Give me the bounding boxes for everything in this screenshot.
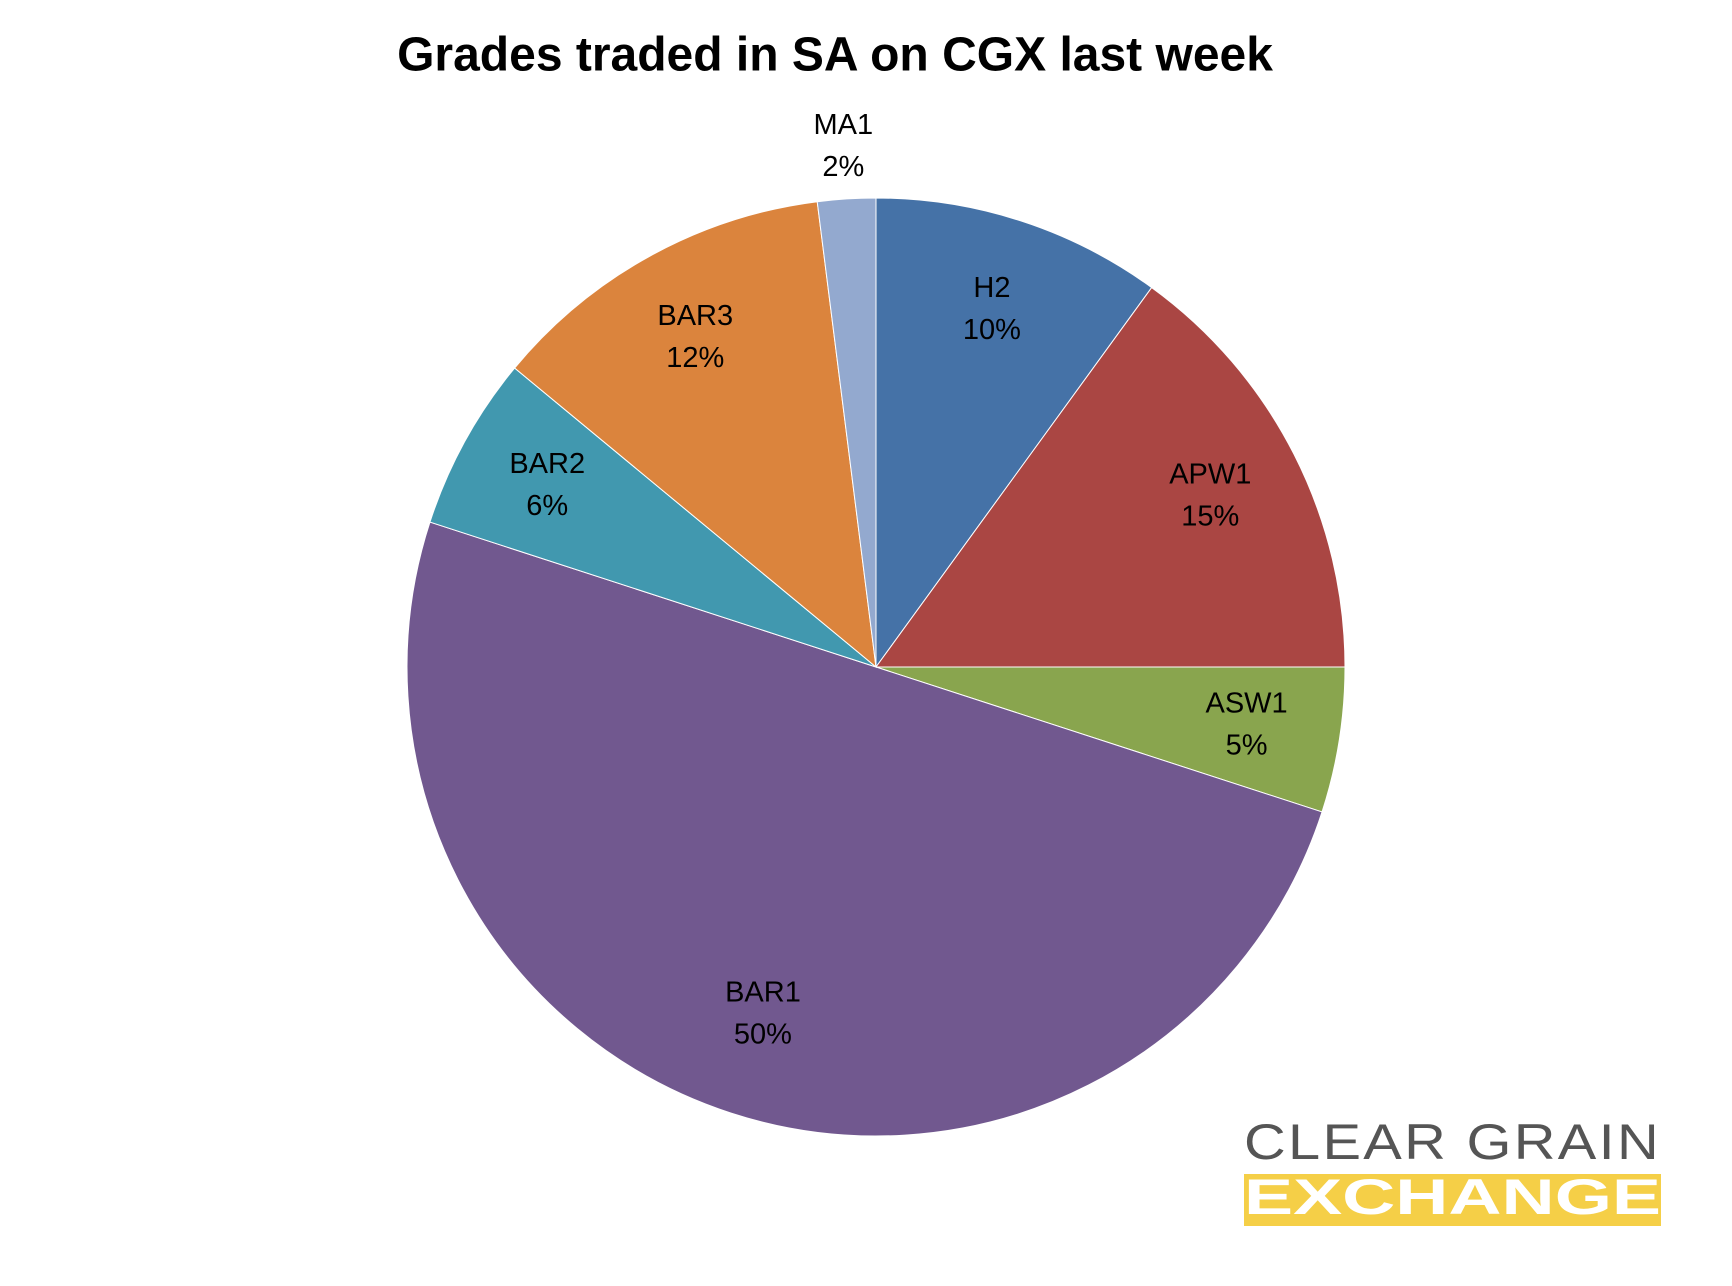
slice-label: ASW1 xyxy=(1205,687,1287,719)
slice-label: APW1 xyxy=(1169,458,1251,490)
chart-title: Grades traded in SA on CGX last week xyxy=(397,29,1273,82)
slice-value-label: 12% xyxy=(666,342,724,374)
slice-label: BAR2 xyxy=(509,448,585,480)
slice-label: H2 xyxy=(973,272,1010,304)
slice-value-label: 10% xyxy=(963,314,1021,346)
pie-slice xyxy=(875,286,1346,668)
logo: CLEAR GRAIN EXCHANGE xyxy=(1244,1114,1661,1226)
slice-value-label: 5% xyxy=(1226,729,1268,761)
logo-line1: CLEAR GRAIN xyxy=(1244,1114,1661,1170)
pie-slice xyxy=(816,197,877,668)
slice-label: BAR3 xyxy=(657,300,733,332)
logo-band xyxy=(1244,1174,1661,1226)
pie-slice xyxy=(875,666,1346,813)
pie-slice xyxy=(429,367,877,668)
slice-value-label: 15% xyxy=(1181,500,1239,532)
slice-value-label: 2% xyxy=(822,151,864,183)
logo-line2: EXCHANGE xyxy=(1244,1169,1661,1225)
slice-value-label: 50% xyxy=(734,1019,792,1051)
slice-label: BAR1 xyxy=(725,977,801,1009)
slice-label: MA1 xyxy=(813,109,873,141)
pie-slice xyxy=(513,201,877,669)
pie-slice xyxy=(875,197,1153,669)
pie-slice xyxy=(406,521,1323,1137)
slice-value-label: 6% xyxy=(526,490,568,522)
